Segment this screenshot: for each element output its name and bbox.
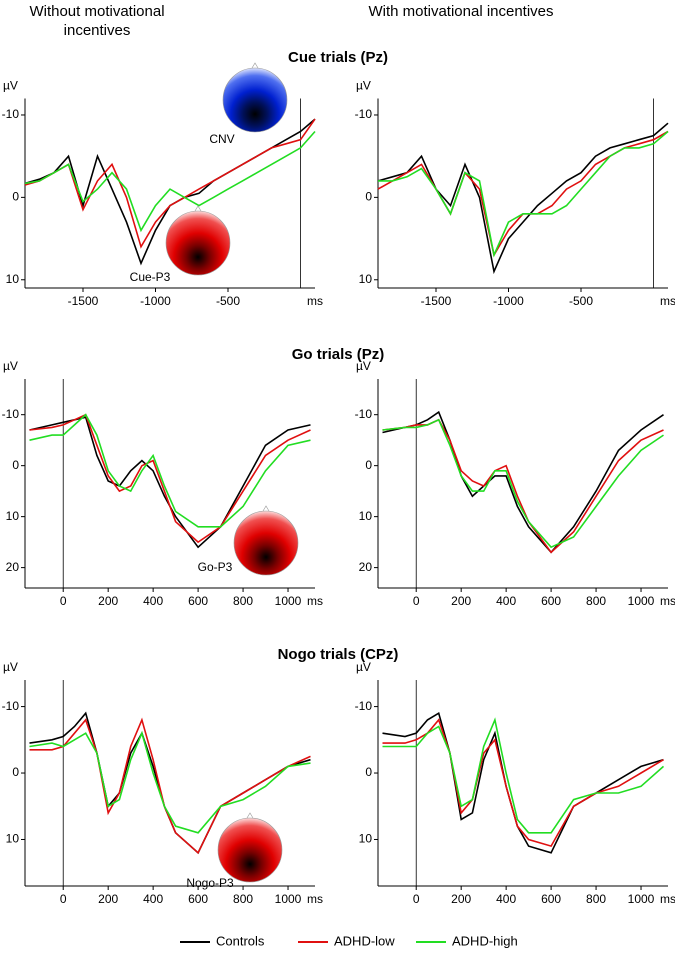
y-tick-label: 0 (365, 765, 372, 779)
y-tick-label: -10 (355, 407, 373, 421)
y-axis-label: µV (356, 359, 371, 373)
y-tick-label: 0 (365, 190, 372, 204)
y-tick-label: 10 (6, 272, 20, 286)
x-tick-label: 400 (496, 594, 516, 608)
x-tick-label: 0 (413, 892, 420, 906)
y-axis-label: µV (3, 359, 18, 373)
y-tick-label: -10 (355, 699, 373, 713)
x-tick-label: 600 (188, 594, 208, 608)
series-line (24, 118, 316, 249)
column-header: With motivational incentives (368, 3, 554, 20)
legend-label: Controls (216, 933, 265, 948)
series-line (29, 730, 311, 834)
series-line (382, 418, 664, 554)
x-tick-label: 800 (586, 892, 606, 906)
y-tick-label: 10 (6, 509, 20, 523)
x-axis-label: ms (307, 294, 323, 308)
x-tick-label: 800 (233, 892, 253, 906)
y-tick-label: 20 (6, 560, 20, 574)
y-tick-label: -10 (2, 699, 20, 713)
section-title: Nogo trials (CPz) (278, 646, 399, 663)
x-tick-label: 800 (233, 594, 253, 608)
series-line (377, 122, 669, 275)
x-tick-label: 1000 (628, 594, 655, 608)
topo-nose (262, 505, 270, 512)
x-tick-label: 400 (143, 892, 163, 906)
x-axis-label: ms (307, 892, 323, 906)
series-line (377, 130, 669, 258)
x-tick-label: 0 (413, 594, 420, 608)
annotation: Nogo-P3 (186, 876, 234, 890)
y-axis-label: µV (3, 79, 18, 93)
x-tick-label: 600 (541, 892, 561, 906)
series-line (382, 717, 665, 834)
y-axis-label: µV (356, 79, 371, 93)
x-tick-label: 1000 (628, 892, 655, 906)
x-tick-label: 600 (188, 892, 208, 906)
x-tick-label: 1000 (275, 892, 302, 906)
y-tick-label: 20 (359, 560, 373, 574)
x-tick-label: 200 (98, 892, 118, 906)
y-tick-label: 0 (365, 458, 372, 472)
topo-nose (251, 62, 259, 69)
x-tick-label: 400 (496, 892, 516, 906)
y-tick-label: 0 (12, 765, 19, 779)
x-tick-label: -1500 (421, 294, 452, 308)
y-tick-label: 10 (359, 509, 373, 523)
x-tick-label: -1000 (493, 294, 524, 308)
x-tick-label: 200 (451, 892, 471, 906)
topo-nose (194, 205, 202, 212)
x-tick-label: -500 (216, 294, 240, 308)
section-title: Go trials (Pz) (292, 346, 385, 363)
y-tick-label: 0 (12, 458, 19, 472)
y-tick-label: 10 (359, 272, 373, 286)
topo-map (222, 67, 288, 133)
topo-nose (246, 812, 254, 819)
legend-label: ADHD-low (334, 933, 395, 948)
y-tick-label: 10 (6, 832, 20, 846)
annotation: Go-P3 (198, 560, 233, 574)
column-header: Without motivational incentives (29, 3, 165, 39)
x-tick-label: 800 (586, 594, 606, 608)
topo-map (217, 817, 283, 883)
x-tick-label: -1000 (140, 294, 171, 308)
series-line (29, 413, 311, 528)
x-tick-label: -500 (569, 294, 593, 308)
x-tick-label: 0 (60, 594, 67, 608)
x-axis-label: ms (660, 594, 675, 608)
x-tick-label: 200 (98, 594, 118, 608)
y-tick-label: -10 (2, 107, 20, 121)
annotation: Cue-P3 (130, 270, 171, 284)
y-tick-label: 0 (12, 190, 19, 204)
series-line (24, 130, 316, 233)
y-tick-label: 10 (359, 832, 373, 846)
legend-label: ADHD-high (452, 933, 518, 948)
x-tick-label: -1500 (68, 294, 99, 308)
series-line (382, 418, 664, 549)
y-axis-label: µV (3, 660, 18, 674)
section-title: Cue trials (Pz) (288, 49, 388, 66)
y-tick-label: -10 (2, 407, 20, 421)
series-line (382, 410, 664, 554)
x-tick-label: 200 (451, 594, 471, 608)
topo-map (233, 510, 299, 576)
x-tick-label: 400 (143, 594, 163, 608)
x-axis-label: ms (660, 892, 675, 906)
x-tick-label: 0 (60, 892, 67, 906)
series-line (29, 717, 311, 855)
x-tick-label: 600 (541, 594, 561, 608)
x-axis-label: ms (660, 294, 675, 308)
topo-map (165, 210, 231, 276)
x-axis-label: ms (307, 594, 323, 608)
series-line (378, 130, 669, 258)
x-tick-label: 1000 (275, 594, 302, 608)
y-tick-label: -10 (355, 107, 373, 121)
y-axis-label: µV (356, 660, 371, 674)
annotation: CNV (209, 132, 234, 146)
series-line (29, 413, 311, 544)
